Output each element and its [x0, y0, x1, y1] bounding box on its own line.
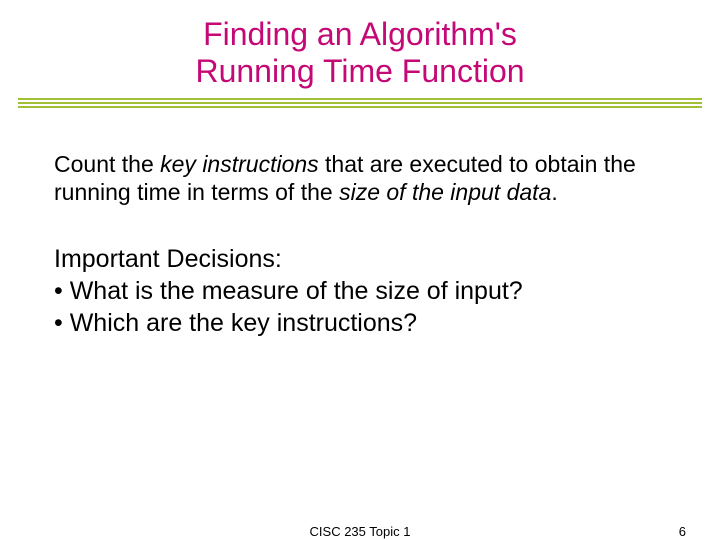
p1-key-instructions: key instructions: [160, 151, 319, 177]
section-heading: Important Decisions:: [54, 243, 680, 275]
underline-bar: [18, 98, 702, 100]
underline-bar: [18, 102, 702, 104]
footer-course: CISC 235 Topic 1: [310, 524, 411, 539]
slide: Finding an Algorithm's Running Time Func…: [0, 0, 720, 540]
paragraph-1: Count the key instructions that are exec…: [40, 150, 680, 208]
p1-pre: Count the: [54, 151, 160, 177]
bullet-1: • What is the measure of the size of inp…: [54, 275, 680, 307]
title-line-1: Finding an Algorithm's: [203, 16, 517, 52]
underline-bar: [18, 106, 702, 108]
title-line-2: Running Time Function: [195, 53, 524, 89]
p1-size-of-input: size of the input data: [339, 179, 551, 205]
important-decisions-block: Important Decisions: • What is the measu…: [40, 243, 680, 339]
title-underline: [0, 98, 720, 108]
footer-page-number: 6: [679, 524, 686, 539]
bullet-2: • Which are the key instructions?: [54, 307, 680, 339]
slide-title: Finding an Algorithm's Running Time Func…: [40, 16, 680, 90]
p1-end: .: [551, 179, 557, 205]
